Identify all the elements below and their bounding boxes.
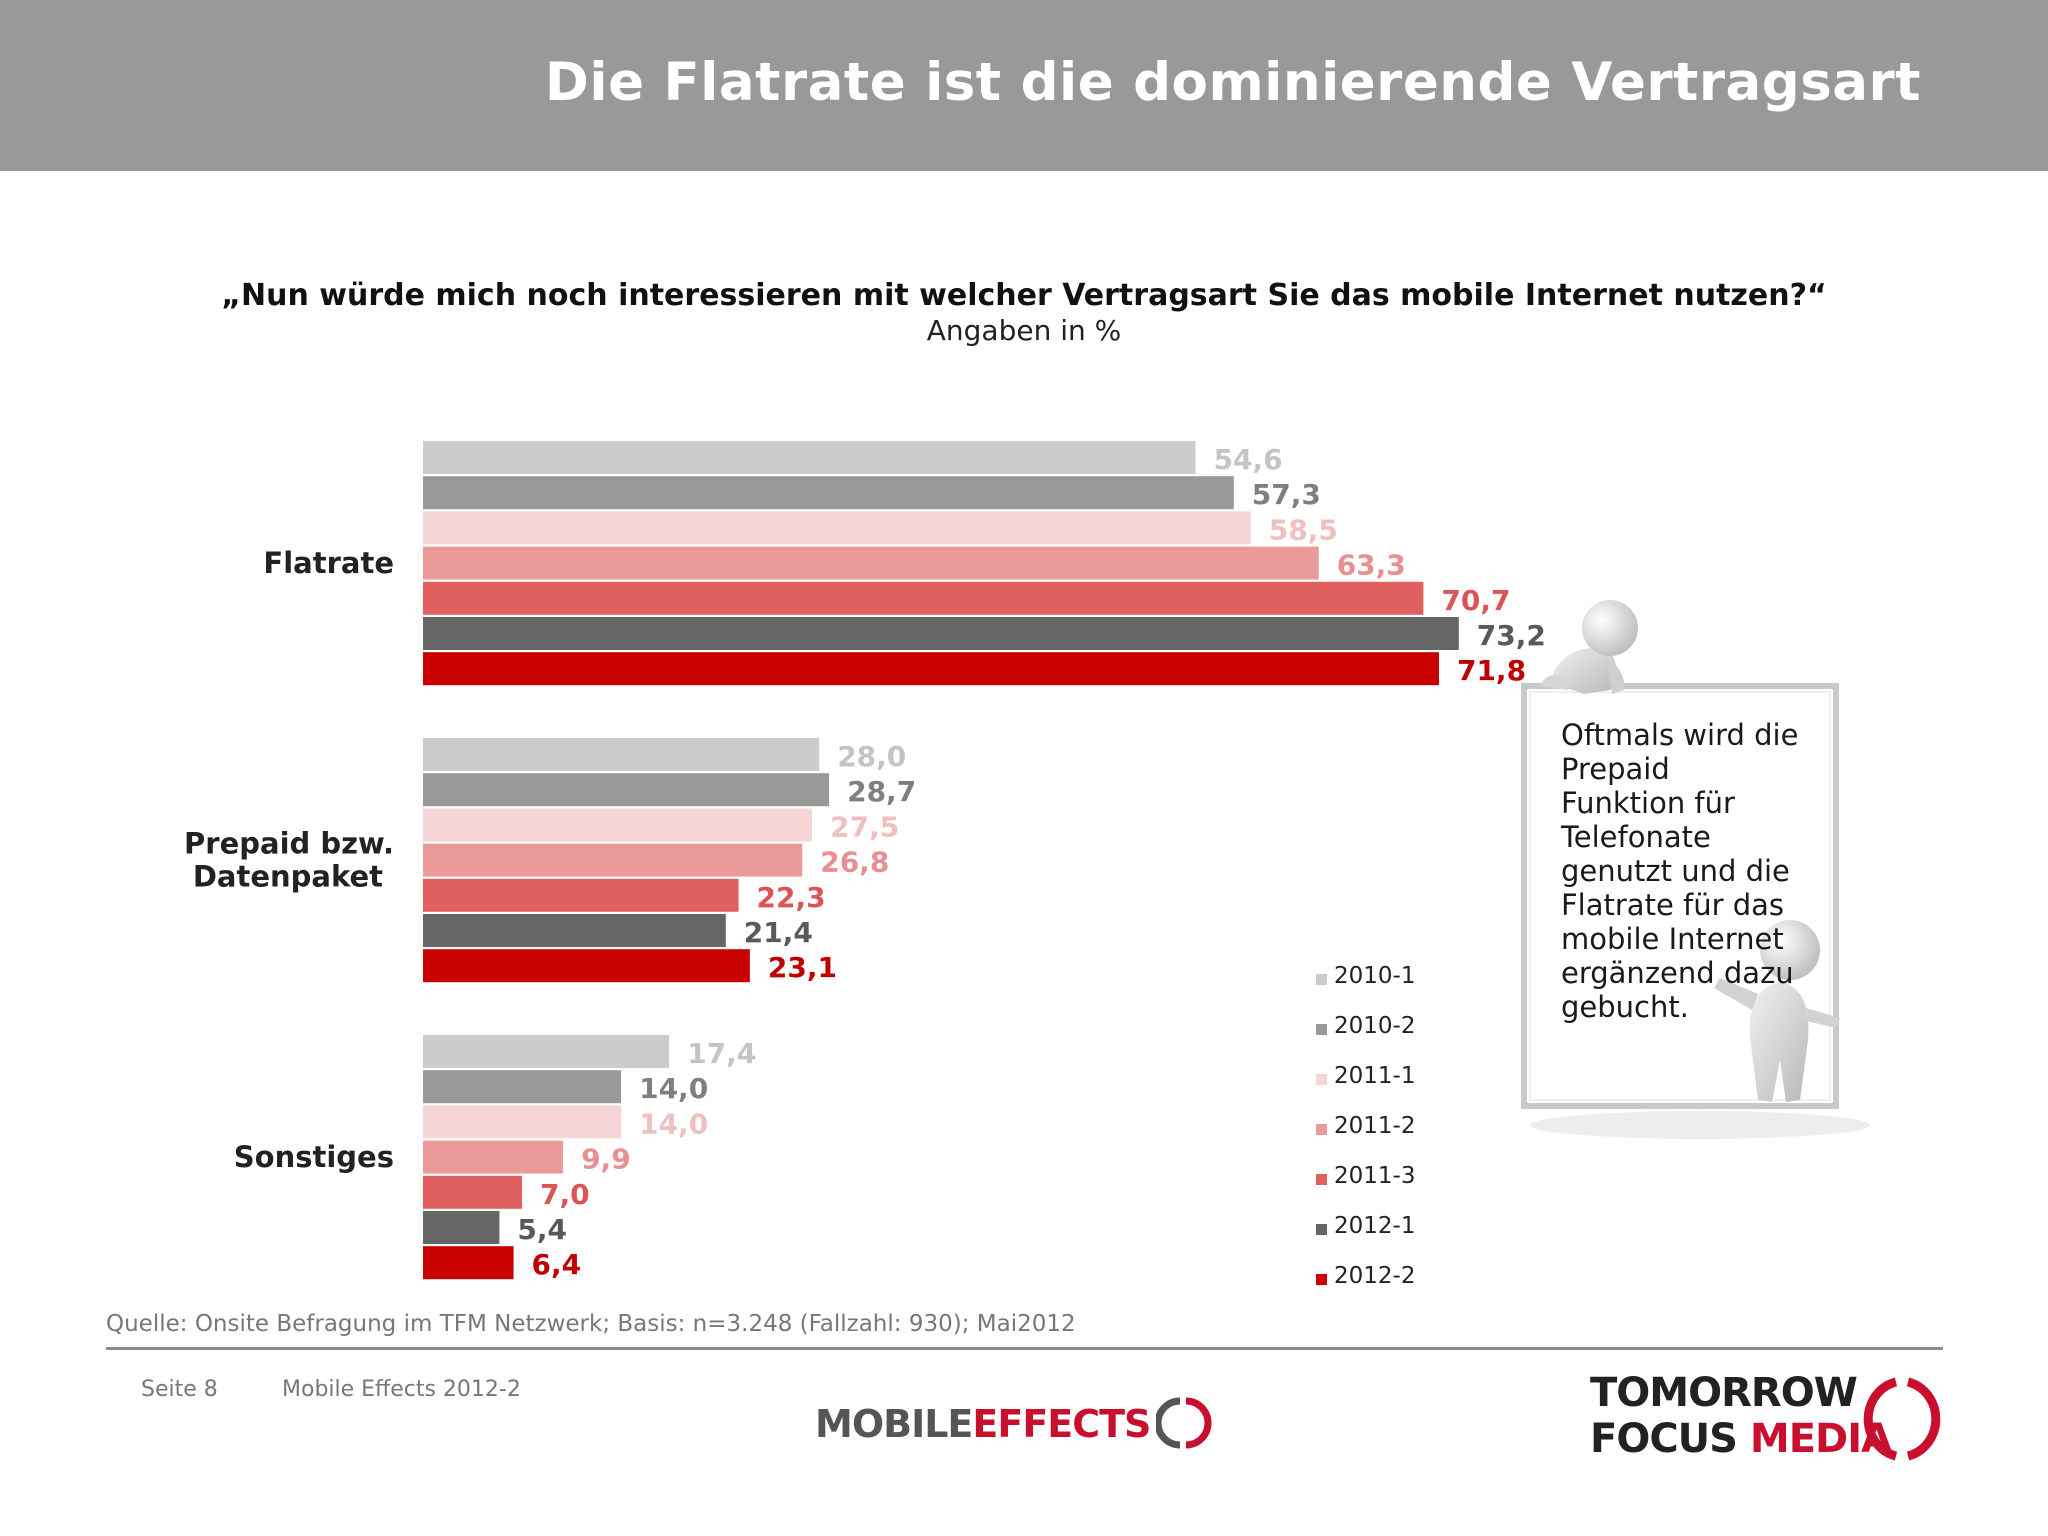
- legend-item: 2011-3: [1316, 1158, 1466, 1208]
- data-label: 7,0: [540, 1178, 590, 1211]
- data-label: 28,0: [837, 740, 906, 773]
- legend-item: 2012-1: [1316, 1208, 1466, 1258]
- bar: [423, 808, 813, 842]
- bar: [423, 476, 1234, 510]
- bar: [423, 738, 820, 771]
- data-label: 70,7: [1441, 584, 1510, 617]
- bar: [423, 1035, 670, 1068]
- data-label: 28,7: [847, 775, 916, 808]
- survey-question: „Nun würde mich noch interessieren mit w…: [221, 278, 1827, 313]
- logo-focus-text: FOCUS: [1590, 1416, 1738, 1462]
- bar: [423, 843, 803, 877]
- data-label: 14,0: [639, 1107, 708, 1140]
- page-title: Die Flatrate ist die dominierende Vertra…: [544, 52, 1921, 113]
- logo-bracket-icon: [1154, 1397, 1212, 1449]
- legend-label: 2010-2: [1334, 1013, 1416, 1039]
- bar: [423, 1140, 564, 1174]
- logo-mobile-text: MOBILE: [815, 1402, 973, 1446]
- bar: [423, 652, 1439, 686]
- category-label: Prepaid bzw. Datenpaket: [184, 827, 394, 894]
- legend-item: 2010-1: [1316, 958, 1466, 1008]
- footer-divider: [106, 1347, 1943, 1350]
- bar: [423, 441, 1196, 474]
- bar: [423, 1175, 523, 1209]
- bar: [423, 1105, 622, 1139]
- legend-item: 2011-1: [1316, 1058, 1466, 1108]
- legend-swatch: [1316, 1224, 1327, 1235]
- bar: [423, 1246, 514, 1280]
- data-label: 22,3: [757, 881, 826, 914]
- legend-swatch: [1316, 1124, 1327, 1135]
- data-label: 63,3: [1337, 549, 1406, 582]
- legend-item: 2011-2: [1316, 1108, 1466, 1158]
- legend-label: 2012-2: [1334, 1263, 1416, 1289]
- bar: [423, 914, 726, 947]
- logo-effects-text: EFFECTS: [972, 1402, 1151, 1446]
- legend-label: 2011-3: [1334, 1163, 1416, 1189]
- bar: [423, 617, 1459, 650]
- bar: [423, 878, 739, 912]
- note-text: Oftmals wird die Prepaid Funktion für Te…: [1561, 718, 1799, 1024]
- legend-swatch: [1316, 1024, 1327, 1035]
- legend-label: 2012-1: [1334, 1213, 1416, 1239]
- category-label: Flatrate: [263, 546, 394, 580]
- bar: [423, 511, 1251, 545]
- mobile-effects-logo: MOBILEEFFECTS: [815, 1395, 1212, 1455]
- source-note: Quelle: Onsite Befragung im TFM Netzwerk…: [106, 1311, 1076, 1337]
- tomorrow-focus-media-logo: TOMORROW FOCUS MEDIA: [1590, 1370, 1941, 1462]
- bar: [423, 773, 830, 807]
- logo-tfm-bracket-icon: [1863, 1377, 1941, 1461]
- data-label: 23,1: [768, 951, 837, 984]
- data-label: 71,8: [1457, 654, 1526, 687]
- legend-label: 2011-1: [1334, 1063, 1416, 1089]
- data-label: 54,6: [1214, 443, 1283, 476]
- bar: [423, 1070, 622, 1104]
- data-label: 58,5: [1269, 513, 1338, 546]
- data-label: 26,8: [820, 846, 889, 879]
- title-bar: Die Flatrate ist die dominierende Vertra…: [0, 0, 2048, 171]
- figures-holding-board-icon: [1521, 600, 1870, 1139]
- data-label: 57,3: [1252, 478, 1321, 511]
- legend-swatch: [1316, 1074, 1327, 1085]
- data-label: 73,2: [1477, 619, 1546, 652]
- logo-tomorrow-text: TOMORROW: [1590, 1370, 1858, 1416]
- data-label: 5,4: [517, 1213, 567, 1246]
- data-label: 17,4: [687, 1037, 756, 1070]
- data-label: 27,5: [830, 810, 899, 843]
- legend-label: 2011-2: [1334, 1113, 1416, 1139]
- legend-label: 2010-1: [1334, 963, 1416, 989]
- legend-swatch: [1316, 974, 1327, 985]
- data-label: 21,4: [744, 916, 813, 949]
- bar: [423, 581, 1424, 615]
- legend-swatch: [1316, 1274, 1327, 1285]
- data-label: 14,0: [639, 1072, 708, 1105]
- legend-item: 2010-2: [1316, 1008, 1466, 1058]
- data-label: 6,4: [532, 1248, 582, 1281]
- bar: [423, 546, 1319, 580]
- chart-unit-note: Angaben in %: [926, 314, 1122, 347]
- page-number: Seite 8: [141, 1377, 218, 1402]
- report-name: Mobile Effects 2012-2: [282, 1377, 521, 1402]
- legend-item: 2012-2: [1316, 1258, 1466, 1308]
- bar: [423, 949, 750, 983]
- bar: [423, 1211, 500, 1244]
- legend-swatch: [1316, 1174, 1327, 1185]
- chart-legend: 2010-1 2010-2 2011-1 2011-2 2011-3 2012-1 2012…: [1316, 958, 1466, 1308]
- category-label: Sonstiges: [234, 1140, 394, 1174]
- data-label: 9,9: [581, 1143, 631, 1176]
